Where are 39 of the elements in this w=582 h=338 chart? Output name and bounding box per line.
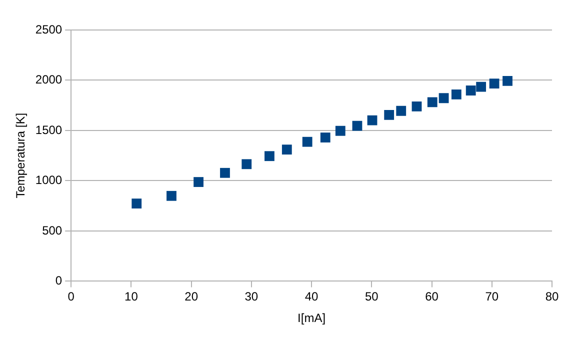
point [466, 86, 476, 96]
point [489, 78, 500, 89]
x-tick-label: 70 [485, 290, 499, 304]
point [220, 168, 230, 178]
y-tick-label: 1000 [35, 173, 62, 188]
point [476, 82, 486, 92]
point [427, 97, 438, 108]
point [438, 93, 449, 104]
x-tick-label: 60 [425, 290, 439, 304]
point [166, 190, 176, 201]
y-tick-label: 1500 [35, 122, 62, 137]
point [384, 110, 394, 120]
point [282, 144, 292, 155]
point [320, 132, 330, 142]
point [264, 151, 274, 162]
x-tick-label: 30 [244, 290, 258, 304]
x-tick-label: 80 [545, 290, 559, 304]
y-tick-label: 0 [55, 274, 62, 288]
x-tick-label: 50 [364, 290, 379, 304]
point [132, 198, 142, 208]
x-tick-label: 20 [184, 290, 198, 304]
y-tick-label: 2000 [35, 72, 62, 87]
point [242, 159, 252, 170]
x-tick-label: 40 [304, 290, 319, 304]
point [302, 136, 312, 147]
x-tick-label: 0 [68, 290, 75, 304]
point [335, 126, 346, 136]
point [502, 76, 512, 86]
x-tick-label: 10 [124, 290, 138, 304]
point [396, 106, 406, 116]
point [367, 115, 378, 126]
point [412, 102, 422, 112]
x-axis-title: I[mA] [298, 311, 326, 326]
y-tick-label: 2500 [35, 22, 62, 36]
point [194, 177, 204, 187]
point [352, 120, 362, 131]
y-axis-title: Temperatura [K] [14, 112, 28, 198]
y-tick-label: 500 [42, 223, 62, 238]
point [451, 89, 462, 100]
